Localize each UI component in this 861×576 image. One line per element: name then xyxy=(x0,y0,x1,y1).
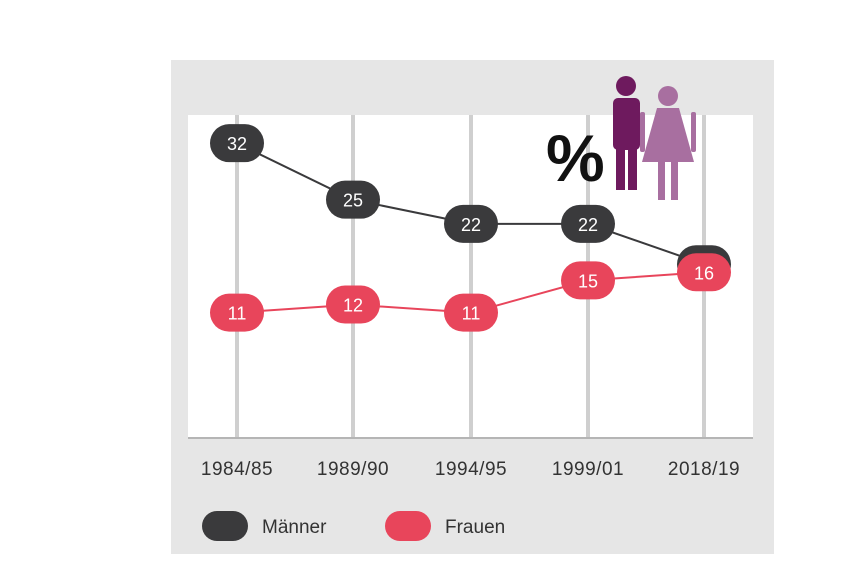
data-label: 32 xyxy=(227,134,247,154)
data-point xyxy=(326,285,380,324)
x-tick-label: 1989/90 xyxy=(317,459,389,480)
data-label: 11 xyxy=(462,304,481,324)
man-icon xyxy=(613,76,640,190)
percent-sign: % xyxy=(546,121,605,195)
data-label: 16 xyxy=(694,263,714,283)
chart-panel: 32252222171112111516 1984/851989/901994/… xyxy=(171,60,774,554)
data-point xyxy=(444,293,498,332)
legend-label: Frauen xyxy=(445,517,505,538)
legend-label: Männer xyxy=(262,517,327,538)
woman-icon xyxy=(640,86,696,200)
data-label: 11 xyxy=(228,304,247,324)
x-tick-label: 1999/01 xyxy=(552,459,624,480)
legend-swatch xyxy=(202,511,248,541)
data-point xyxy=(561,261,615,300)
data-label: 25 xyxy=(343,191,363,211)
line-chart: 32252222171112111516 1984/851989/901994/… xyxy=(188,76,753,541)
x-tick-label: 1984/85 xyxy=(201,459,273,480)
x-tick-label: 2018/19 xyxy=(668,459,740,480)
data-label: 22 xyxy=(578,215,598,235)
data-point xyxy=(677,253,731,292)
data-point xyxy=(210,124,264,163)
data-label: 15 xyxy=(578,271,598,291)
man-woman-icon xyxy=(613,76,696,200)
legend-swatch xyxy=(385,511,431,541)
x-tick-label: 1994/95 xyxy=(435,459,507,480)
data-label: 22 xyxy=(461,215,481,235)
data-point xyxy=(210,293,264,332)
data-label: 12 xyxy=(343,296,363,316)
data-point xyxy=(561,204,615,243)
data-point xyxy=(326,180,380,219)
data-point xyxy=(444,204,498,243)
